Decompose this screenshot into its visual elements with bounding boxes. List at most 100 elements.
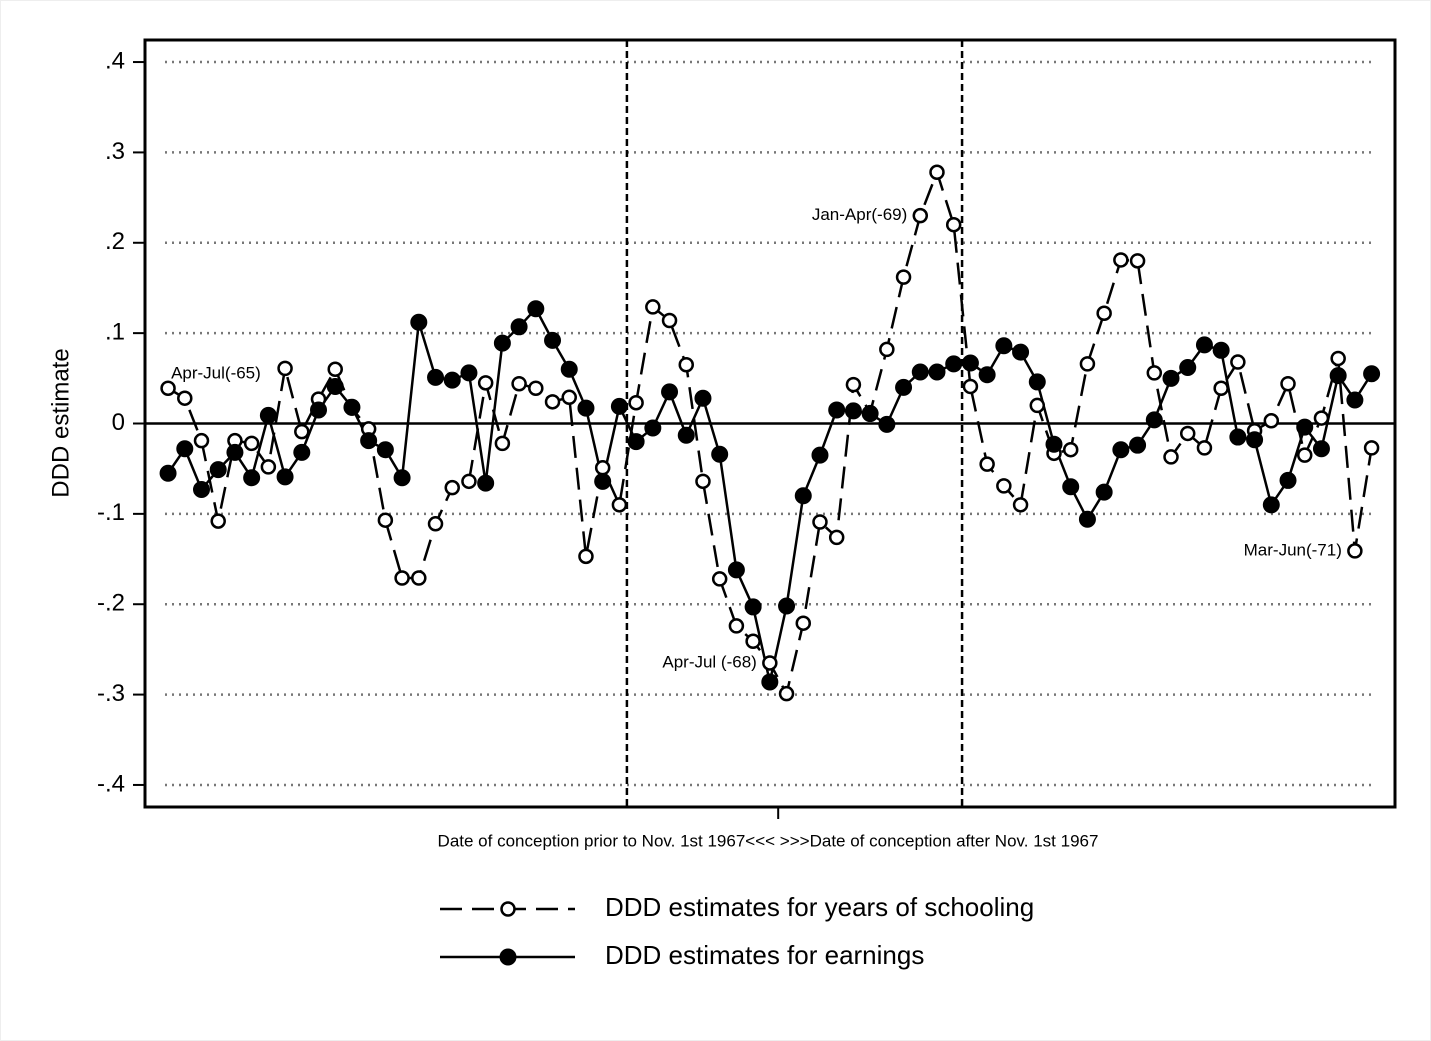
data-point	[1129, 436, 1147, 454]
data-point	[1012, 497, 1029, 513]
data-point	[912, 207, 929, 224]
data-point	[326, 377, 344, 395]
plot-frame	[143, 38, 1397, 809]
data-point	[962, 378, 979, 395]
data-point	[327, 361, 343, 378]
y-tick-label: -.1	[97, 499, 125, 526]
data-point	[762, 655, 778, 671]
data-point	[578, 548, 594, 565]
data-point	[812, 514, 828, 530]
data-point	[644, 419, 662, 437]
data-point	[879, 341, 895, 358]
data-point	[277, 360, 293, 377]
data-point	[360, 432, 378, 450]
data-point	[1347, 543, 1363, 559]
data-point	[1329, 367, 1347, 385]
data-point	[444, 479, 460, 496]
data-point	[678, 357, 695, 373]
data-point	[794, 487, 812, 505]
data-point	[1146, 365, 1163, 381]
annotation: Jan-Apr(-69)	[812, 205, 907, 224]
data-point	[477, 375, 494, 391]
data-point	[594, 472, 612, 490]
data-point	[677, 426, 695, 444]
data-point	[1296, 418, 1314, 436]
data-point	[761, 673, 779, 691]
data-point	[511, 375, 527, 392]
data-point	[945, 355, 963, 373]
data-point	[1062, 441, 1079, 458]
y-tick-label: -.4	[97, 770, 125, 797]
data-point	[477, 474, 495, 492]
legend-label: DDD estimates for years of schooling	[605, 892, 1034, 922]
data-point	[1195, 336, 1213, 354]
data-point	[1263, 413, 1280, 429]
y-tick-label: .3	[105, 138, 125, 165]
data-point	[1012, 343, 1030, 361]
data-point	[1280, 375, 1296, 392]
data-point	[510, 318, 528, 336]
annotation: Apr-Jul (-68)	[662, 652, 756, 671]
data-point	[411, 570, 427, 586]
data-point	[577, 399, 595, 417]
data-point	[527, 300, 545, 318]
data-point	[628, 394, 644, 411]
data-point	[293, 443, 311, 461]
data-point	[610, 397, 628, 415]
data-point	[461, 473, 477, 490]
data-point	[1196, 440, 1213, 456]
data-point	[1246, 431, 1264, 449]
data-point	[544, 394, 561, 410]
data-point	[979, 456, 995, 472]
data-point	[996, 478, 1012, 494]
data-point	[811, 446, 829, 464]
data-point	[1062, 478, 1080, 496]
data-point	[661, 383, 679, 401]
data-point	[1079, 356, 1096, 372]
data-point	[560, 360, 578, 378]
data-point	[259, 406, 277, 424]
data-point	[193, 432, 210, 449]
data-point	[1162, 369, 1180, 387]
data-point	[1045, 435, 1063, 453]
data-point	[895, 378, 913, 396]
data-point	[276, 468, 294, 486]
data-point	[845, 376, 862, 393]
data-point	[210, 513, 226, 529]
data-point	[878, 415, 896, 433]
data-point	[377, 512, 394, 528]
legend-label: DDD estimates for earnings	[605, 940, 924, 970]
data-point	[695, 473, 711, 490]
data-point	[727, 561, 745, 579]
data-point	[1112, 441, 1130, 459]
data-point	[443, 371, 461, 389]
data-point	[243, 469, 261, 487]
data-point	[294, 423, 310, 440]
data-point	[928, 363, 946, 381]
data-point	[393, 469, 411, 487]
data-point	[661, 312, 678, 329]
data-point	[176, 440, 194, 458]
data-point	[1363, 365, 1381, 383]
legend-marker	[500, 901, 516, 917]
data-point	[561, 389, 577, 406]
data-point	[1078, 510, 1096, 528]
data-point	[209, 461, 227, 479]
data-point	[1029, 397, 1046, 414]
data-point	[177, 390, 193, 406]
data-point	[929, 164, 945, 181]
annotation: Mar-Jun(-71)	[1244, 540, 1342, 559]
data-point	[427, 368, 445, 386]
data-point	[611, 497, 628, 513]
y-tick-label: 0	[112, 409, 125, 436]
data-point	[226, 443, 244, 461]
y-axis-label: DDD estimate	[47, 348, 74, 497]
data-point	[1163, 449, 1179, 465]
data-point	[1095, 483, 1113, 501]
data-point	[1028, 373, 1046, 391]
data-point	[1145, 411, 1163, 429]
data-point	[861, 405, 879, 423]
